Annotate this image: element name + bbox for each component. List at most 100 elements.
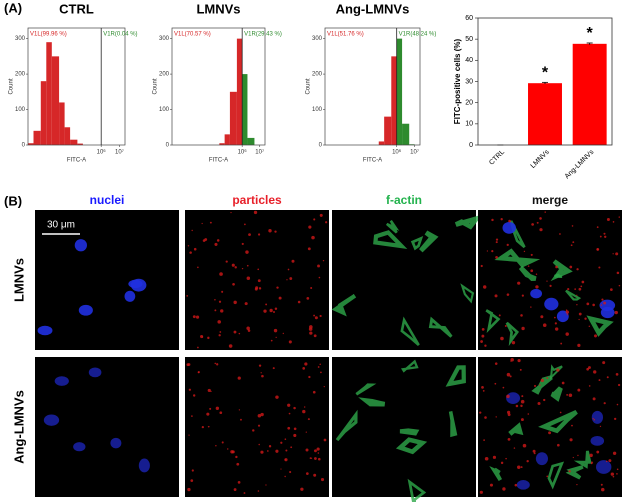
y-axis-label: Count — [9, 78, 15, 94]
particle — [599, 425, 602, 428]
actin — [331, 293, 357, 317]
particle — [257, 268, 260, 271]
particle — [540, 378, 544, 383]
particle — [225, 260, 228, 263]
particle — [483, 285, 487, 289]
particle — [287, 426, 291, 430]
histogram-bar — [77, 143, 83, 145]
particle — [228, 344, 233, 348]
particle — [214, 362, 217, 365]
x-tick-label: LMNVs — [530, 148, 552, 170]
particle — [244, 302, 248, 306]
particle — [207, 336, 210, 340]
particle — [535, 273, 538, 275]
particle — [521, 395, 524, 398]
particle — [593, 334, 598, 338]
nucleus — [37, 325, 53, 336]
particle — [289, 277, 293, 280]
x-tick-label: 10⁶ — [97, 149, 107, 156]
particle — [313, 449, 317, 453]
particle — [221, 290, 224, 293]
particle — [309, 325, 313, 329]
particle — [515, 404, 519, 408]
particle — [598, 379, 601, 382]
y-tick-label: 300 — [312, 36, 323, 42]
particle — [304, 362, 308, 366]
particle — [320, 371, 322, 374]
particle — [513, 447, 516, 449]
actin — [573, 450, 592, 469]
particle — [297, 300, 301, 304]
particle — [581, 280, 585, 284]
scale-bar-label: 30 μm — [47, 220, 75, 231]
particle — [612, 253, 614, 255]
particle — [207, 425, 210, 428]
particle — [233, 300, 237, 305]
actin — [489, 466, 503, 482]
significance-mark: * — [587, 25, 594, 42]
actin — [407, 478, 427, 502]
histogram-bar — [384, 116, 392, 145]
particle — [557, 443, 560, 447]
actin — [358, 397, 386, 407]
actin — [454, 214, 483, 230]
particle — [543, 398, 546, 402]
nucleus — [595, 460, 612, 474]
particle — [257, 279, 261, 283]
particle — [576, 268, 579, 271]
actin — [505, 321, 520, 347]
gate-label: V1R(29.43 %) — [244, 32, 282, 38]
y-tick-label: 60 — [465, 15, 473, 22]
particle — [556, 368, 560, 372]
particle — [244, 223, 246, 226]
particle — [220, 309, 224, 313]
particle — [319, 314, 322, 318]
particle — [200, 334, 204, 339]
particle — [613, 417, 617, 421]
particle — [313, 218, 316, 221]
particle — [615, 372, 619, 376]
particle — [593, 418, 596, 421]
particle — [284, 475, 286, 478]
particle — [479, 411, 482, 414]
histogram-bar — [224, 134, 230, 145]
particle — [602, 361, 606, 365]
particle — [494, 294, 498, 298]
particle — [500, 461, 504, 465]
particle — [313, 473, 317, 477]
gate-label: V1R(48.24 %) — [399, 32, 437, 38]
particle — [302, 367, 306, 370]
particle — [190, 479, 194, 482]
particle — [275, 395, 279, 399]
particle — [480, 340, 483, 343]
particle — [507, 413, 511, 417]
particle — [191, 469, 194, 472]
particle — [508, 219, 511, 223]
particle — [548, 431, 552, 435]
particle — [544, 211, 546, 213]
particle — [323, 385, 325, 388]
particle — [576, 484, 578, 486]
particle — [235, 455, 238, 459]
significance-mark: * — [542, 64, 549, 81]
micrograph — [478, 210, 622, 350]
particle — [313, 314, 316, 317]
particle — [266, 450, 269, 452]
actin — [547, 461, 565, 490]
actin — [494, 248, 541, 268]
chart-title: CTRL — [59, 1, 94, 16]
particle — [570, 244, 573, 247]
histogram-bar — [51, 56, 60, 146]
actin — [550, 259, 573, 282]
x-tick-label: 10⁷ — [410, 149, 419, 156]
particle — [520, 314, 523, 317]
particle — [192, 394, 196, 397]
y-tick-label: 100 — [159, 107, 170, 113]
actin — [400, 359, 419, 373]
particle — [186, 295, 189, 297]
chart-title: Ang-LMNVs — [336, 1, 410, 16]
particle — [320, 477, 325, 482]
particle — [539, 384, 541, 386]
particle — [527, 265, 530, 267]
